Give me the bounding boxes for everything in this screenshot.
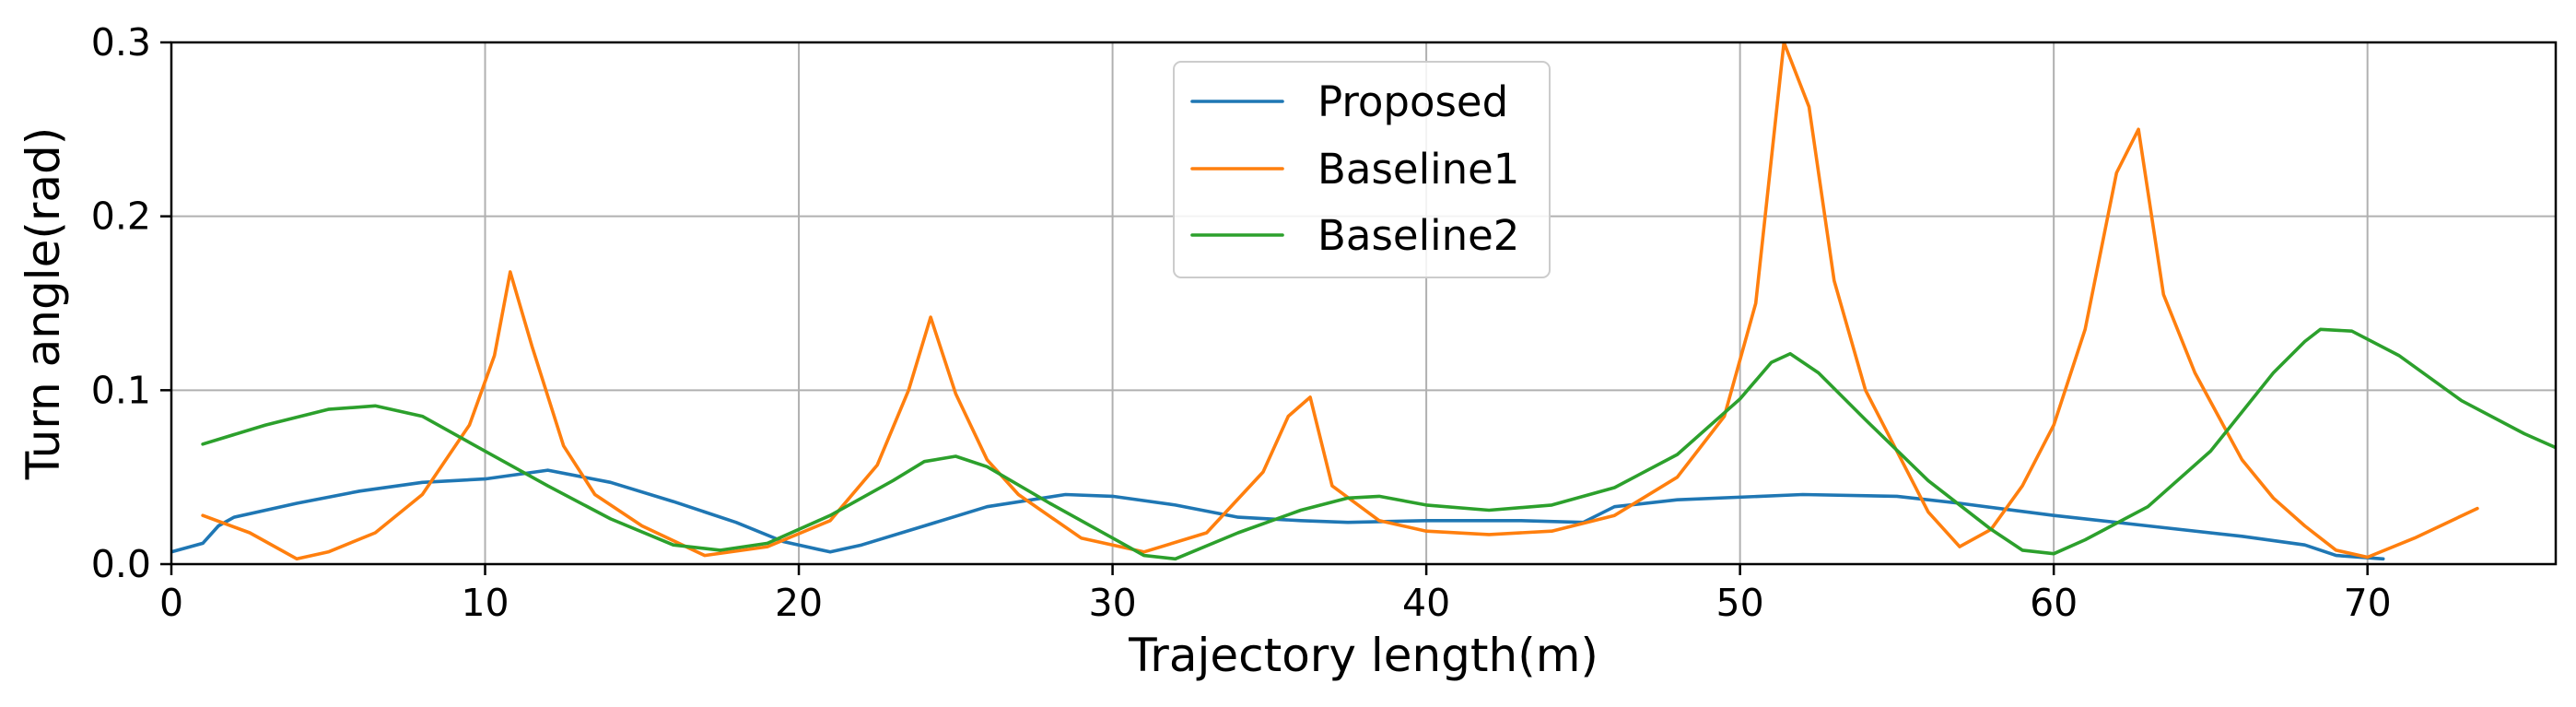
x-tick-label: 0	[159, 581, 183, 625]
x-tick-label: 70	[2344, 581, 2392, 625]
x-axis-ticks: 0 10 20 30 40 50 60 70	[159, 564, 2392, 625]
plot-frame	[170, 41, 2558, 566]
x-tick-label: 40	[1402, 581, 1450, 625]
legend-box	[1173, 61, 1551, 278]
y-tick-label: 0.3	[91, 20, 151, 65]
y-tick-label: 0.1	[91, 368, 151, 412]
x-tick-label: 60	[2030, 581, 2078, 625]
y-axis-label: Turn angle(rad)	[17, 127, 70, 481]
legend-label-proposed: Proposed	[1317, 77, 1508, 126]
x-axis-label: Trajectory length(m)	[1128, 629, 1598, 682]
x-tick-label: 20	[775, 581, 823, 625]
series-line-baseline2	[201, 327, 2556, 561]
series-group	[171, 42, 2556, 561]
legend-label-baseline1: Baseline1	[1317, 145, 1519, 194]
legend: Proposed Baseline1 Baseline2	[1173, 61, 1551, 278]
y-tick-label: 0.2	[91, 194, 151, 239]
x-tick-label: 10	[461, 581, 509, 625]
x-tick-label: 30	[1088, 581, 1136, 625]
x-tick-label: 50	[1716, 581, 1764, 625]
series-line-baseline1	[201, 42, 2479, 561]
y-axis-ticks: 0.0 0.1 0.2 0.3	[91, 20, 171, 586]
y-tick-label: 0.0	[91, 542, 151, 586]
legend-label-baseline2: Baseline2	[1317, 211, 1519, 260]
